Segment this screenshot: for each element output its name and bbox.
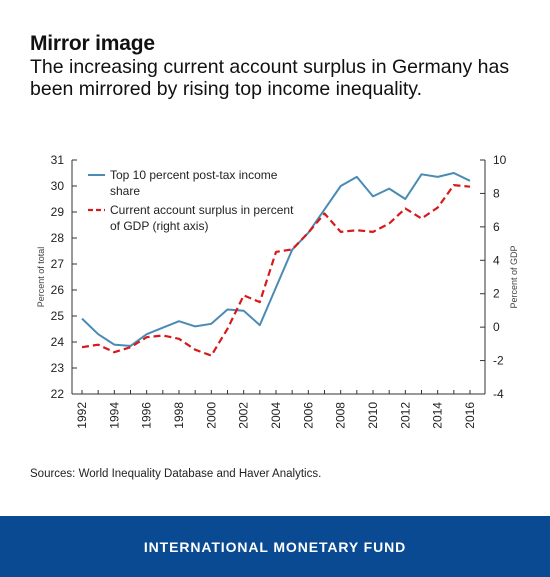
x-tick-label: 2010 [366, 402, 380, 429]
y-tick-label-left: 23 [51, 361, 65, 375]
legend-label-income-share-2: share [110, 184, 140, 198]
series-line-income-share [81, 172, 471, 347]
y-tick-label-right: 8 [493, 186, 500, 200]
y-tick-label-left: 27 [51, 257, 65, 271]
legend-label-income-share-1: Top 10 percent post-tax income [110, 168, 278, 182]
y-axis-label-left: Percent of total [36, 247, 46, 308]
legend: Top 10 percent post-tax income share Cur… [88, 168, 294, 233]
y-tick-label-right: 6 [493, 220, 500, 234]
y-tick-label-left: 25 [51, 309, 65, 323]
series-layer [81, 172, 471, 357]
x-tick-label: 1996 [140, 402, 154, 429]
legend-label-current-account-2: of GDP (right axis) [110, 219, 208, 233]
right-axis-ticks: 10 8 6 4 2 0 -2 -4 [480, 153, 507, 401]
y-tick-label-left: 24 [51, 335, 65, 349]
x-tick-label: 1994 [107, 402, 121, 429]
y-tick-label-right: -4 [493, 387, 504, 401]
y-tick-label-left: 29 [51, 205, 65, 219]
x-tick-label: 2008 [334, 402, 348, 429]
x-tick-label: 2002 [237, 402, 251, 429]
left-axis-ticks: 31 30 29 28 27 26 25 24 23 22 [51, 153, 77, 401]
y-tick-label-left: 28 [51, 231, 65, 245]
x-tick-label: 1998 [172, 402, 186, 429]
x-tick-label: 2004 [269, 402, 283, 429]
legend-label-current-account-1: Current account surplus in percent [110, 203, 294, 217]
y-axis-label-right: Percent of GDP [509, 245, 519, 308]
x-tick-label: 2016 [463, 402, 477, 429]
x-tick-label: 2000 [204, 402, 218, 429]
series-line-current-account [81, 184, 471, 357]
y-tick-label-right: 10 [493, 153, 507, 167]
y-tick-label-right: -2 [493, 354, 504, 368]
y-tick-label-left: 30 [51, 179, 65, 193]
y-tick-label-right: 0 [493, 320, 500, 334]
x-tick-label: 2006 [301, 402, 315, 429]
y-tick-label-left: 31 [51, 153, 65, 167]
x-tick-label: 2014 [431, 402, 445, 429]
y-tick-label-left: 22 [51, 387, 65, 401]
chart-title: Mirror image [30, 32, 155, 55]
x-tick-label: 2012 [398, 402, 412, 429]
x-tick-label: 1992 [75, 402, 89, 429]
plot-frame [71, 160, 486, 395]
x-axis-ticks: 1992 1994 1996 1998 2000 2002 2004 2006 2008 2010… [75, 390, 477, 429]
source-note: Sources: World Inequality Database and H… [30, 468, 322, 480]
chart-subtitle: The increasing current account surplus i… [30, 56, 510, 100]
y-tick-label-left: 26 [51, 283, 65, 297]
y-tick-label-right: 4 [493, 253, 500, 267]
footer-label: INTERNATIONAL MONETARY FUND [143, 538, 407, 555]
footer-banner: INTERNATIONAL MONETARY FUND [0, 516, 550, 577]
y-tick-label-right: 2 [493, 287, 500, 301]
